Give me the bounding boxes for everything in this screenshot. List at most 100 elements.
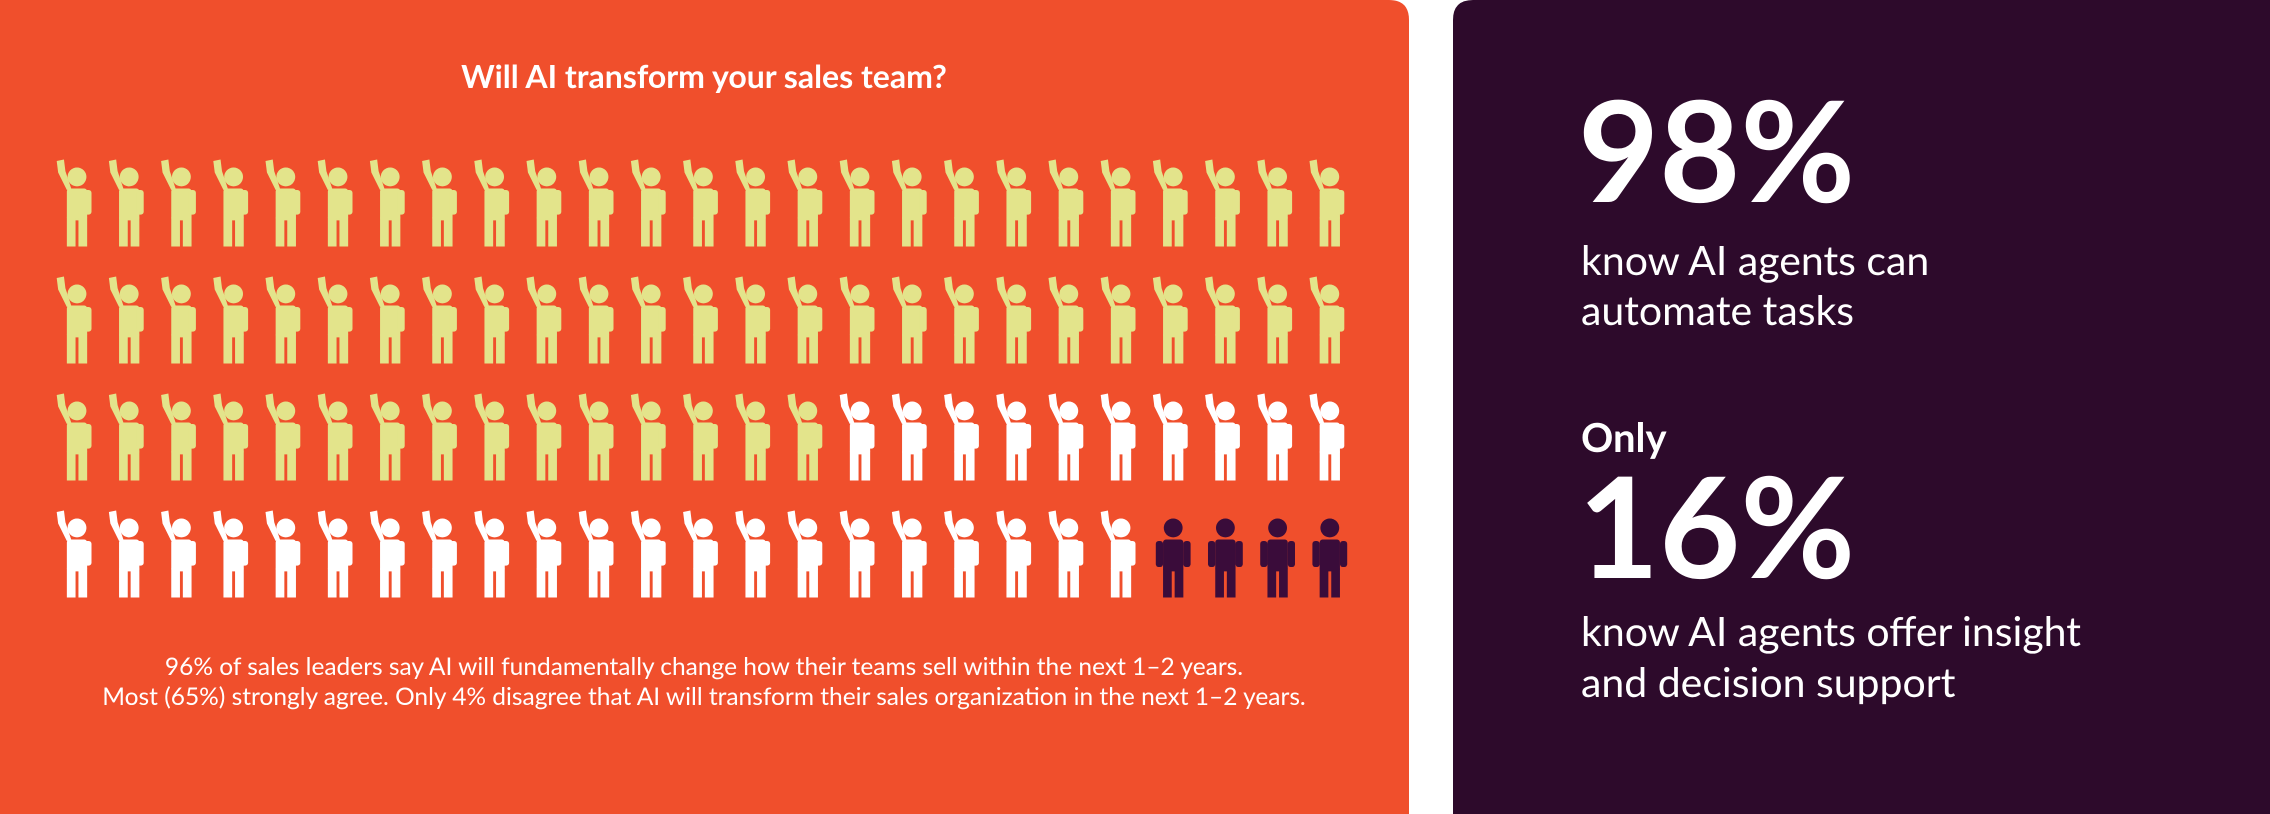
icon-head <box>693 284 713 304</box>
icon-arm <box>422 159 437 190</box>
icon-body <box>797 305 818 338</box>
icon-head <box>171 401 191 421</box>
icon-leg <box>1006 334 1016 364</box>
icon-leg <box>1122 451 1132 481</box>
icon-head <box>1059 401 1079 421</box>
icon-leg <box>496 217 505 247</box>
icon-leg <box>757 568 766 598</box>
icon-leg <box>287 568 296 598</box>
icon-body <box>1110 539 1132 572</box>
icon-leg <box>757 451 766 481</box>
stat-figure: 98% <box>1578 64 1855 232</box>
icon-leg <box>913 334 923 364</box>
icon-head <box>224 284 244 304</box>
icon-leg <box>745 217 755 247</box>
icon-arm <box>762 306 771 332</box>
icon-arm <box>1284 423 1293 449</box>
person-icon <box>369 510 405 598</box>
person-icon <box>56 393 92 481</box>
icon-leg <box>484 334 494 364</box>
icon-leg <box>913 217 923 247</box>
icon-leg <box>1319 568 1329 598</box>
person-icon <box>422 276 457 364</box>
icon-arm <box>578 393 594 424</box>
icon-arm <box>1257 159 1272 190</box>
icon-body <box>275 305 296 338</box>
icon-body <box>954 305 975 338</box>
icon-head <box>850 401 870 421</box>
icon-leg <box>849 451 859 481</box>
icon-arm <box>369 510 385 541</box>
icon-arm <box>630 159 646 190</box>
icon-arm <box>293 306 301 332</box>
icon-head <box>432 167 452 187</box>
person-icon <box>944 510 979 598</box>
icon-body <box>902 539 923 572</box>
icon-leg <box>1331 568 1340 598</box>
icon-arm <box>1100 276 1116 307</box>
icon-head <box>276 401 296 421</box>
icon-arm <box>161 393 176 424</box>
icon-arm <box>839 510 855 541</box>
icon-leg <box>1018 451 1027 481</box>
person-icon <box>213 276 249 364</box>
icon-leg <box>443 217 453 247</box>
icon-leg <box>1226 334 1236 364</box>
icon-body <box>693 422 714 455</box>
person-icon <box>839 276 875 364</box>
stat-text: know AI agents offer insight <box>1581 606 2081 655</box>
person-icon <box>1048 510 1084 598</box>
icon-arm <box>867 540 875 566</box>
stat-text: automate tasks <box>1581 285 1854 334</box>
person-icon <box>474 276 510 364</box>
person-icon <box>630 159 666 247</box>
icon-leg <box>496 451 505 481</box>
icon-arm <box>735 393 750 424</box>
icon-head <box>224 167 244 187</box>
icon-leg <box>1267 217 1277 247</box>
icon-body <box>954 188 975 221</box>
icon-arm <box>474 159 489 190</box>
person-icon <box>787 510 823 598</box>
icon-arm <box>84 189 92 215</box>
icon-body <box>902 305 923 338</box>
icon-body <box>745 305 766 338</box>
icon-arm <box>787 393 802 424</box>
icon-leg <box>757 217 766 247</box>
icon-leg <box>745 451 755 481</box>
icon-head <box>798 518 818 538</box>
icon-arm <box>1076 540 1084 566</box>
person-icon <box>839 159 875 247</box>
person-icon <box>996 393 1032 481</box>
icon-head <box>537 284 557 304</box>
icon-arm <box>944 393 959 424</box>
icon-arm <box>317 393 333 424</box>
icon-leg <box>1110 451 1120 481</box>
icon-arm <box>369 393 385 424</box>
icon-arm <box>265 393 280 424</box>
person-icon <box>1309 393 1345 481</box>
icon-leg <box>287 217 296 247</box>
person-icon <box>891 393 927 481</box>
icon-leg <box>704 334 714 364</box>
person-icon <box>265 276 301 364</box>
person-icon <box>1260 518 1295 598</box>
person-icon <box>1257 276 1293 364</box>
icon-arm <box>762 423 771 449</box>
icon-arm <box>1155 540 1164 568</box>
icon-body <box>1058 188 1079 221</box>
icon-arm <box>501 189 510 215</box>
icon-leg <box>745 334 755 364</box>
person-icon <box>161 276 196 364</box>
icon-arm <box>867 189 875 215</box>
icon-arm <box>317 276 333 307</box>
person-icon <box>683 276 718 364</box>
icon-arm <box>1232 189 1240 215</box>
icon-head <box>641 167 661 187</box>
icon-arm <box>1076 423 1084 449</box>
person-icon <box>1152 276 1188 364</box>
icon-leg <box>223 217 233 247</box>
icon-arm <box>735 510 750 541</box>
icon-leg <box>235 451 244 481</box>
icon-leg <box>809 334 818 364</box>
